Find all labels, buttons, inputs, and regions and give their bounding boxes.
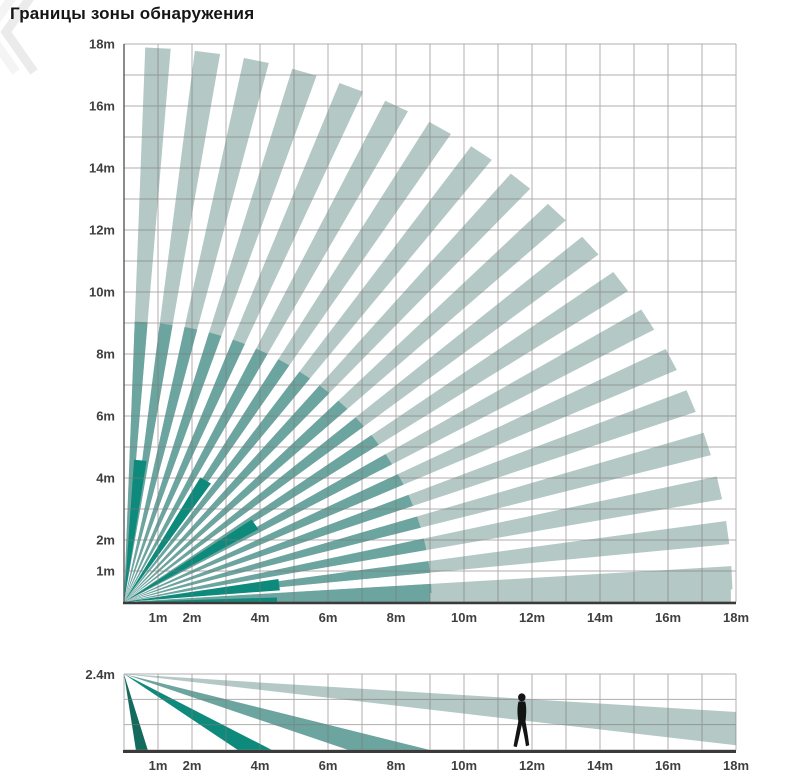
y-axis-tick-label: 6m [96,409,115,424]
mid-range-beam [124,538,427,602]
person-head [518,693,526,702]
side-view-beam [124,674,272,750]
mid-range-beam [124,339,245,602]
x-axis-tick-label: 1m [149,758,168,773]
x-axis-tick-label: 16m [655,610,681,625]
x-axis-tick-label: 14m [587,758,613,773]
mid-range-beam [124,371,310,602]
y-axis-tick-label: 16m [89,99,115,114]
x-axis-tick-label: 4m [251,758,270,773]
top-view-beams [124,47,733,602]
x-axis-tick-label: 10m [451,610,477,625]
x-axis-tick-label: 4m [251,610,270,625]
mount-height-label: 2.4m [85,667,115,682]
mid-range-beam [124,435,379,602]
x-axis-tick-label: 18m [723,610,749,625]
mid-range-beam [124,516,421,602]
mid-range-beam [124,417,364,602]
top-view-axis-labels: 18m 16m 14m 12m 10m 8m 6m 4m 2m 1m 1m 2m 4m 6m 8m 10m 12… [89,37,749,626]
watermark-chevron [0,0,38,75]
x-axis-tick-label: 6m [319,610,338,625]
x-axis-tick-label: 2m [183,610,202,625]
y-axis-tick-label: 2m [96,533,115,548]
x-axis-tick-label: 12m [519,758,545,773]
person-silhouette [513,693,530,748]
x-axis-tick-label: 18m [723,758,749,773]
watermark-chevron-faint [0,0,20,75]
mid-range-beam [124,323,173,602]
x-axis-tick-label: 8m [387,758,406,773]
mid-range-beam [124,494,414,602]
x-axis-tick-label: 8m [387,610,406,625]
x-axis-tick-label: 14m [587,610,613,625]
mid-range-beam [124,332,222,602]
mid-range-beam [124,583,432,602]
short-range-beam [124,578,280,602]
side-view-beam [124,674,430,750]
y-axis-tick-label: 1m [96,564,115,579]
side-view-axis-labels: 2.4m 1m 2m 4m 6m 8m 10m 12m 14m 16m 18m [85,667,749,773]
y-axis-tick-label: 10m [89,285,115,300]
x-axis-tick-label: 1m [149,610,168,625]
watermark-chevron-icon [0,0,38,75]
x-axis-tick-label: 6m [319,758,338,773]
page-title: Границы зоны обнаружения [10,4,255,23]
x-axis-tick-label: 16m [655,758,681,773]
short-range-beam [124,459,147,602]
y-axis-tick-label: 8m [96,347,115,362]
y-axis-tick-label: 14m [89,161,115,176]
mid-range-beam [124,326,198,602]
x-axis-tick-label: 12m [519,610,545,625]
y-axis-tick-label: 4m [96,471,115,486]
floor-beam-segment [430,584,731,602]
top-view-grid [123,43,737,603]
x-axis-tick-label: 2m [183,758,202,773]
floor-beam-segment [277,593,430,602]
x-axis-tick-label: 10m [451,758,477,773]
y-axis-tick-label: 18m [89,37,115,52]
side-view-beam [124,674,148,750]
mid-range-beam [124,474,404,602]
mid-range-beam [124,348,268,602]
person-body [513,701,530,748]
mid-range-beam [124,385,330,602]
mid-range-beam [124,400,348,602]
y-axis-tick-label: 12m [89,223,115,238]
floor-beam-segment [124,597,277,602]
